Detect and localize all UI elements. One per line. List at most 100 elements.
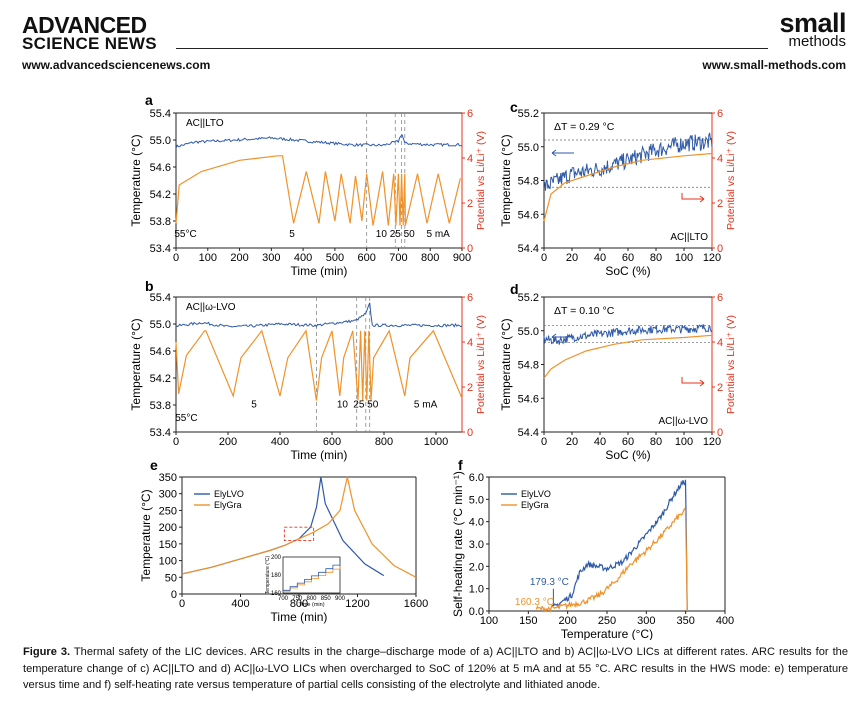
y2-tick-label: 4 [717,153,723,165]
figure-caption: Figure 3. Thermal safety of the LIC devi… [23,644,848,694]
x-tick-label: 400 [716,615,734,627]
inset-y-tick-label: 160 [271,591,282,597]
y-tick-label: 0 [171,589,177,601]
chart-panel-e: e 0 400 800 1200 1600 0 50 100 150 200 250 300 350 Tim… [139,457,428,624]
inset-y-tick-label: 200 [271,555,282,561]
y-tick-label: 54.8 [518,176,539,188]
y-tick-label: 54.2 [150,189,171,201]
chart-panel-b: b0 200 400 600 800 100053.453.854.254.655.055… [129,278,487,462]
series-elygra [181,476,417,578]
x-tick-label: 1000 [424,436,448,448]
y-tick-label: 54.8 [518,360,539,372]
figure-3: a0 100 200 300 400 500 600 700 800 90053.453.854.… [129,92,737,640]
rate-annotation: 5 mA [414,400,438,411]
x-tick-label: 0 [173,252,179,264]
x-axis-label: SoC (%) [605,264,650,278]
y-tick-label: 53.4 [150,243,171,255]
y2-axis-label: Potential vs Li/Li⁺ (V) [475,315,487,414]
series-elylvo [550,479,688,612]
x-tick-label: 60 [622,252,634,264]
y-tick-label: 350 [159,472,177,484]
y-tick-label: 54.4 [518,427,539,439]
y-axis-label: Temperature (°C) [129,318,143,410]
y2-tick-label: 4 [467,337,473,349]
y-tick-label: 250 [159,505,177,517]
x-tick-label: 900 [453,252,471,264]
left-axis-arrow-icon [551,149,574,157]
url-left[interactable]: www.advancedsciencenews.com [22,58,211,72]
y-axis-label: Temperature (°C) [499,134,513,226]
rate-annotation: 55°C [175,413,197,424]
x-axis-label: Time (min) [271,610,328,624]
panel-letter-b: b [145,278,154,294]
panel-letter-c: c [510,99,518,115]
rate-annotation: 5 mA [426,229,450,240]
series-temperature [175,302,463,328]
chart-panel-f: f 100 150 200 250 300 350 400 0.0 1.0 2.0 3.0 4.0 5.0… [451,457,734,640]
inset-x-tick-label: 850 [321,596,332,602]
x-tick-label: 80 [650,436,662,448]
x-tick-label: 20 [566,436,578,448]
x-tick-label: 800 [421,252,439,264]
x-axis-label: Temperature (°C) [561,627,653,640]
y-tick-label: 3.0 [469,539,484,551]
x-tick-label: 20 [566,252,578,264]
x-tick-label: 150 [519,615,537,627]
x-tick-label: 0 [541,252,547,264]
panel-letter-d: d [510,281,519,297]
caption-text: Thermal safety of the LIC devices. ARC r… [23,646,848,691]
small-methods-line2: methods [788,33,846,50]
x-tick-label: 1600 [404,598,428,610]
y-tick-label: 54.6 [518,209,539,221]
y2-tick-label: 0 [467,427,473,439]
chart-panel-a: a 0 100 200 300 400 500 600 700 800 900 53.4 53.8 54.… [129,92,487,278]
y2-tick-label: 6 [467,292,473,304]
series-temperature [543,132,713,191]
rate-annotation: 5 [251,400,257,411]
x-tick-label: 0 [179,598,185,610]
journal-logo-right: small methods [779,8,846,50]
y2-tick-label: 0 [467,243,473,255]
chart-panel-d: d 0 20 40 60 80 100 120 54.4 54.6 54.8 55.0 55.2 0 2 4 6… [499,281,737,462]
x-tick-label: 200 [230,252,248,264]
legend-label: ElyLVO [521,489,551,499]
y2-tick-label: 6 [467,108,473,120]
rate-annotation: 10 [337,400,349,411]
delta-t-label: ΔT = 0.10 °C [554,305,615,317]
inset-x-label: Time (min) [298,602,324,608]
chart-panel-c: c 0 20 40 60 80 100 120 54.4 54.6 54.8 55.0 55.2 0 2 4 6… [499,99,737,278]
y-tick-label: 5.0 [469,494,484,506]
x-tick-label: 800 [290,598,308,610]
url-right[interactable]: www.small-methods.com [702,58,846,72]
series-potential [175,329,463,401]
x-tick-label: 100 [480,615,498,627]
x-tick-label: 100 [199,252,217,264]
y-tick-label: 55.0 [518,326,539,338]
x-tick-label: 60 [622,436,634,448]
y-tick-label: 50 [165,572,177,584]
delta-t-label: ΔT = 0.29 °C [554,121,615,133]
rate-annotation: 5 [289,229,295,240]
x-tick-label: 600 [357,252,375,264]
y2-tick-label: 2 [717,382,723,394]
x-axis-label: Time (min) [291,264,348,278]
small-methods-line1: small [779,8,846,38]
y-tick-label: 300 [159,489,177,501]
y-tick-label: 54.6 [150,346,171,358]
inset-y-tick-label: 180 [271,573,282,579]
series-potential [543,152,713,222]
x-tick-label: 700 [389,252,407,264]
x-tick-label: 350 [676,615,694,627]
x-tick-label: 100 [675,436,693,448]
y-axis-label: Temperature (°C) [139,489,153,581]
rate-annotation: 10 25 50 [376,229,415,240]
cell-label: AC||ω-LVO [186,302,236,313]
rate-annotation: 55°C [174,229,196,240]
y-tick-label: 53.8 [150,216,171,228]
inset-x-tick-label: 800 [306,596,317,602]
inset-chart: 160 180 200 700 750 800 850 900 Time (min) Temper… [265,555,346,608]
y-tick-label: 200 [159,522,177,534]
x-tick-label: 120 [703,436,721,448]
x-tick-label: 200 [558,615,576,627]
y-tick-label: 100 [159,556,177,568]
